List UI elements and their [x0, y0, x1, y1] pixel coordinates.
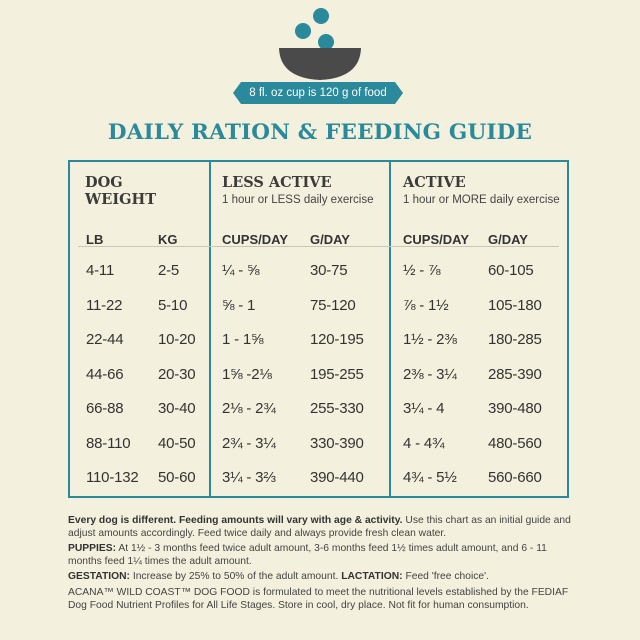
cell-kg: 20-30: [158, 365, 196, 383]
cell-kg: 5-10: [158, 296, 188, 314]
kibble-icon: [295, 23, 311, 39]
cell-la-g: 30-75: [310, 262, 348, 279]
active-subtitle: 1 hour or MORE daily exercise: [403, 194, 560, 206]
cell-lb: 4-11: [86, 262, 115, 279]
cell-kg: 50-60: [158, 469, 196, 486]
dog-weight-heading: DOG WEIGHT: [85, 174, 156, 208]
kibble-icon: [318, 34, 334, 50]
col-header-lb: LB: [86, 232, 104, 247]
active-heading: ACTIVE: [403, 174, 466, 191]
cell-a-g: 480-560: [488, 434, 542, 452]
cell-kg: 2-5: [158, 262, 180, 279]
note-puppies: PUPPIES: At 1½ - 3 months feed twice adu…: [68, 543, 547, 567]
cell-lb: 66-88: [86, 400, 124, 417]
cell-a-cups: 2⅜ - 3¼: [403, 365, 457, 383]
page-title: DAILY RATION & FEEDING GUIDE: [107, 120, 533, 145]
less-active-heading: LESS ACTIVE: [222, 174, 332, 191]
col-header-less-g: G/DAY: [310, 232, 350, 247]
column-divider: [389, 162, 391, 496]
cell-a-g: 60-105: [488, 262, 534, 279]
less-active-subtitle: 1 hour or LESS daily exercise: [222, 194, 374, 206]
col-header-kg: KG: [158, 232, 178, 247]
cell-a-cups: ⅞ - 1½: [403, 296, 449, 314]
cell-lb: 88-110: [86, 434, 131, 452]
col-header-active-cups: CUPS/DAY: [403, 232, 469, 247]
cell-la-g: 195-255: [310, 365, 364, 383]
cell-la-g: 120-195: [310, 331, 364, 348]
cell-a-g: 285-390: [488, 365, 542, 383]
col-header-active-g: G/DAY: [488, 232, 528, 247]
bowl-shape: [279, 48, 361, 80]
cell-lb: 44-66: [86, 365, 124, 383]
cup-measure-ribbon: 8 fl. oz cup is 120 g of food: [233, 82, 403, 104]
food-bowl-icon: [279, 8, 361, 80]
cell-a-cups: 4 - 4¾: [403, 434, 445, 452]
cell-lb: 22-44: [86, 331, 124, 348]
cell-la-cups: 1 - 1⅝: [222, 331, 264, 348]
cell-a-g: 105-180: [488, 296, 542, 314]
cell-lb: 11-22: [86, 296, 123, 314]
feeding-notes: Every dog is different. Feeding amounts …: [68, 515, 573, 615]
cell-a-cups: 3¼ - 4: [403, 400, 445, 417]
cell-lb: 110-132: [86, 469, 139, 486]
col-header-less-cups: CUPS/DAY: [222, 232, 288, 247]
cell-kg: 40-50: [158, 434, 196, 452]
cell-la-cups: ⅝ - 1: [222, 296, 256, 314]
header-divider: [78, 246, 559, 247]
cell-a-g: 180-285: [488, 331, 542, 348]
cell-a-g: 560-660: [488, 469, 542, 486]
cell-la-g: 255-330: [310, 400, 364, 417]
cell-la-cups: ¼ - ⅝: [222, 262, 260, 279]
feeding-table: DOG WEIGHT LB KG LESS ACTIVE 1 hour or L…: [68, 160, 569, 498]
note-formulation: ACANA™ WILD COAST™ DOG FOOD is formulate…: [68, 586, 569, 611]
cell-a-g: 390-480: [488, 400, 542, 417]
note-gestation: GESTATION: Increase by 25% to 50% of the…: [68, 571, 489, 583]
cell-la-g: 390-440: [310, 469, 364, 486]
note-general: Every dog is different. Feeding amounts …: [68, 515, 571, 539]
cell-a-cups: 1½ - 2⅜: [403, 331, 457, 348]
cell-la-cups: 3¼ - 3⅔: [222, 469, 276, 486]
cell-la-cups: 2¾ - 3¼: [222, 434, 276, 452]
cell-kg: 30-40: [158, 400, 196, 417]
kibble-icon: [313, 8, 329, 24]
cell-la-g: 330-390: [310, 434, 364, 452]
cell-la-cups: 2⅛ - 2¾: [222, 400, 276, 417]
column-divider: [209, 162, 211, 496]
cell-a-cups: 4¾ - 5½: [403, 469, 457, 486]
cell-a-cups: ½ - ⅞: [403, 262, 441, 279]
cell-kg: 10-20: [158, 331, 196, 348]
cell-la-cups: 1⅝ -2⅛: [222, 365, 272, 383]
cell-la-g: 75-120: [310, 296, 356, 314]
